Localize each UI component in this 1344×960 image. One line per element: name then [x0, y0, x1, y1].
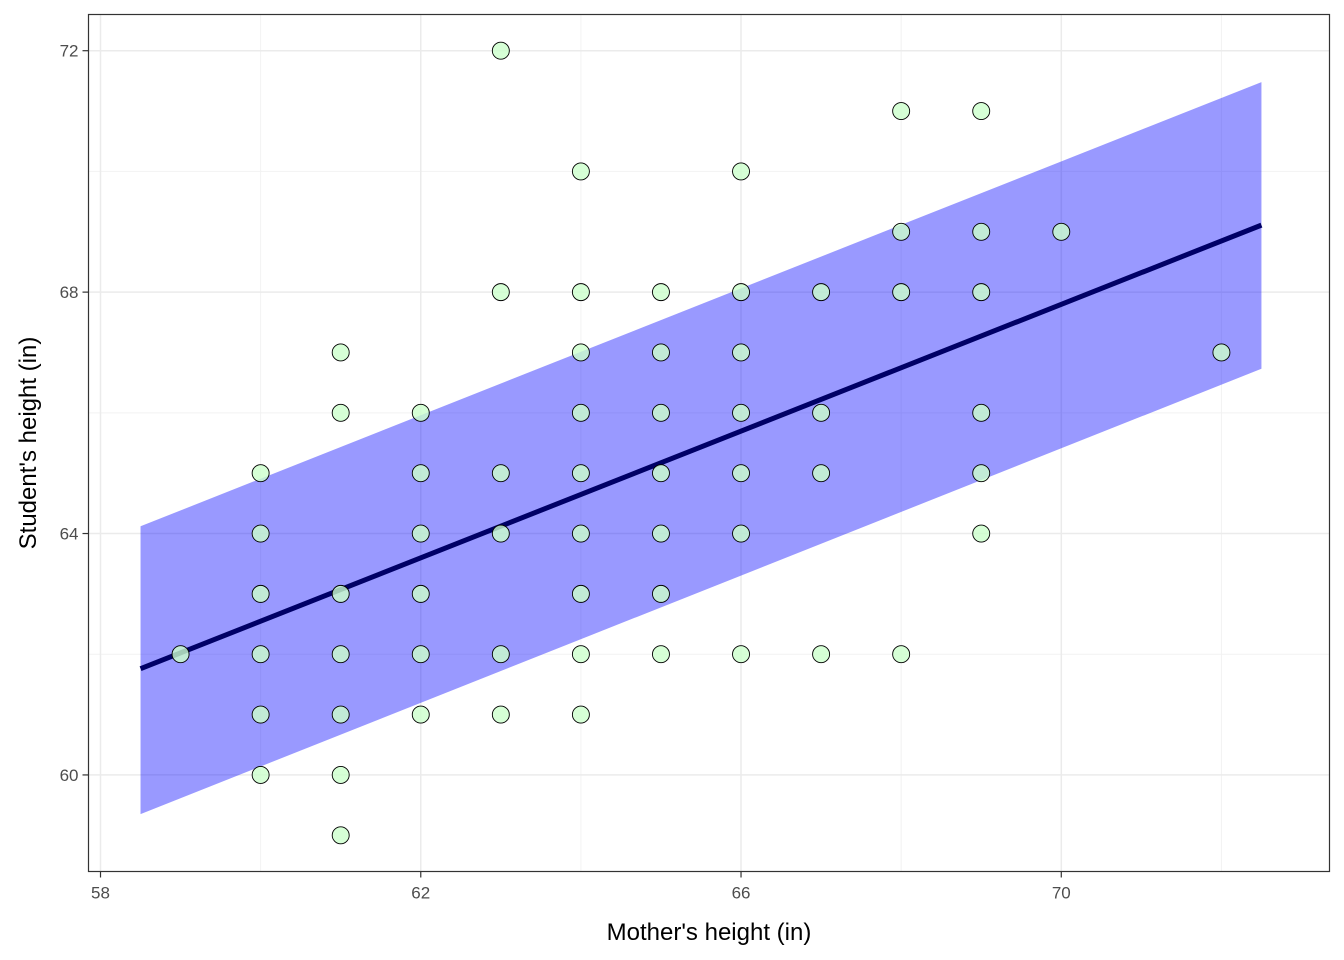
data-point: [411, 584, 430, 603]
data-point: [491, 283, 510, 302]
data-point: [411, 705, 430, 724]
data-point: [972, 102, 991, 121]
data-point: [251, 765, 270, 784]
data-point: [331, 705, 350, 724]
data-point: [652, 645, 670, 664]
data-point: [732, 162, 750, 181]
data-point: [892, 645, 911, 664]
data-point: [251, 524, 270, 543]
grid: [88, 14, 1330, 872]
data-point: [491, 524, 510, 543]
data-point: [972, 222, 991, 241]
data-point: [972, 283, 991, 302]
data-point: [331, 826, 350, 845]
data-point: [571, 524, 590, 543]
data-point: [411, 524, 430, 543]
data-point: [972, 464, 991, 483]
x-tick-label: 58: [91, 884, 110, 903]
data-point: [732, 645, 750, 664]
data-point: [331, 584, 350, 603]
data-point: [892, 102, 911, 121]
data-point: [652, 464, 670, 483]
data-point: [571, 283, 590, 302]
data-point: [812, 464, 831, 483]
data-point: [491, 705, 510, 724]
data-point: [732, 403, 750, 422]
data-point: [331, 645, 350, 664]
data-point: [331, 765, 350, 784]
x-axis-title: Mother's height (in): [607, 919, 812, 946]
data-point: [411, 645, 430, 664]
data-point: [732, 464, 750, 483]
data-point: [571, 464, 590, 483]
data-point: [892, 283, 911, 302]
data-point: [571, 705, 590, 724]
x-tick-label: 66: [732, 884, 751, 903]
data-point: [812, 403, 831, 422]
data-point: [972, 524, 991, 543]
data-point: [491, 645, 510, 664]
data-point: [1212, 343, 1231, 362]
panel-border: [87, 13, 1331, 873]
data-point: [652, 403, 670, 422]
data-point: [892, 222, 911, 241]
data-point: [491, 41, 510, 60]
data-point: [652, 524, 670, 543]
data-point: [171, 645, 190, 664]
data-point: [571, 584, 590, 603]
data-point: [972, 403, 991, 422]
y-tick-label: 68: [60, 283, 79, 302]
axis-ticks: 58 62 66 70 60 64 68 72: [60, 42, 1071, 903]
data-point: [331, 343, 350, 362]
data-point: [571, 343, 590, 362]
x-tick-label: 70: [1052, 884, 1071, 903]
data-point: [732, 524, 750, 543]
data-point: [331, 403, 350, 422]
data-point: [411, 464, 430, 483]
regression-line-layer: [139, 222, 1263, 672]
y-tick-label: 60: [60, 766, 79, 785]
data-point: [411, 403, 430, 422]
data-point: [251, 584, 270, 603]
data-point: [652, 584, 670, 603]
data-point: [251, 645, 270, 664]
data-point: [571, 645, 590, 664]
y-tick-label: 72: [60, 42, 79, 61]
data-point: [251, 705, 270, 724]
data-point: [491, 464, 510, 483]
data-points: [171, 41, 1231, 845]
data-point: [732, 283, 750, 302]
data-point: [251, 464, 270, 483]
data-point: [1052, 222, 1071, 241]
x-tick-label: 62: [411, 884, 430, 903]
y-axis-title: Student's height (in): [15, 337, 42, 550]
y-tick-label: 64: [60, 525, 79, 544]
data-point: [812, 645, 831, 664]
data-point: [652, 283, 670, 302]
data-point: [571, 162, 590, 181]
data-point: [571, 403, 590, 422]
data-point: [732, 343, 750, 362]
data-point: [652, 343, 670, 362]
data-point: [812, 283, 831, 302]
regression-line: [139, 222, 1263, 672]
